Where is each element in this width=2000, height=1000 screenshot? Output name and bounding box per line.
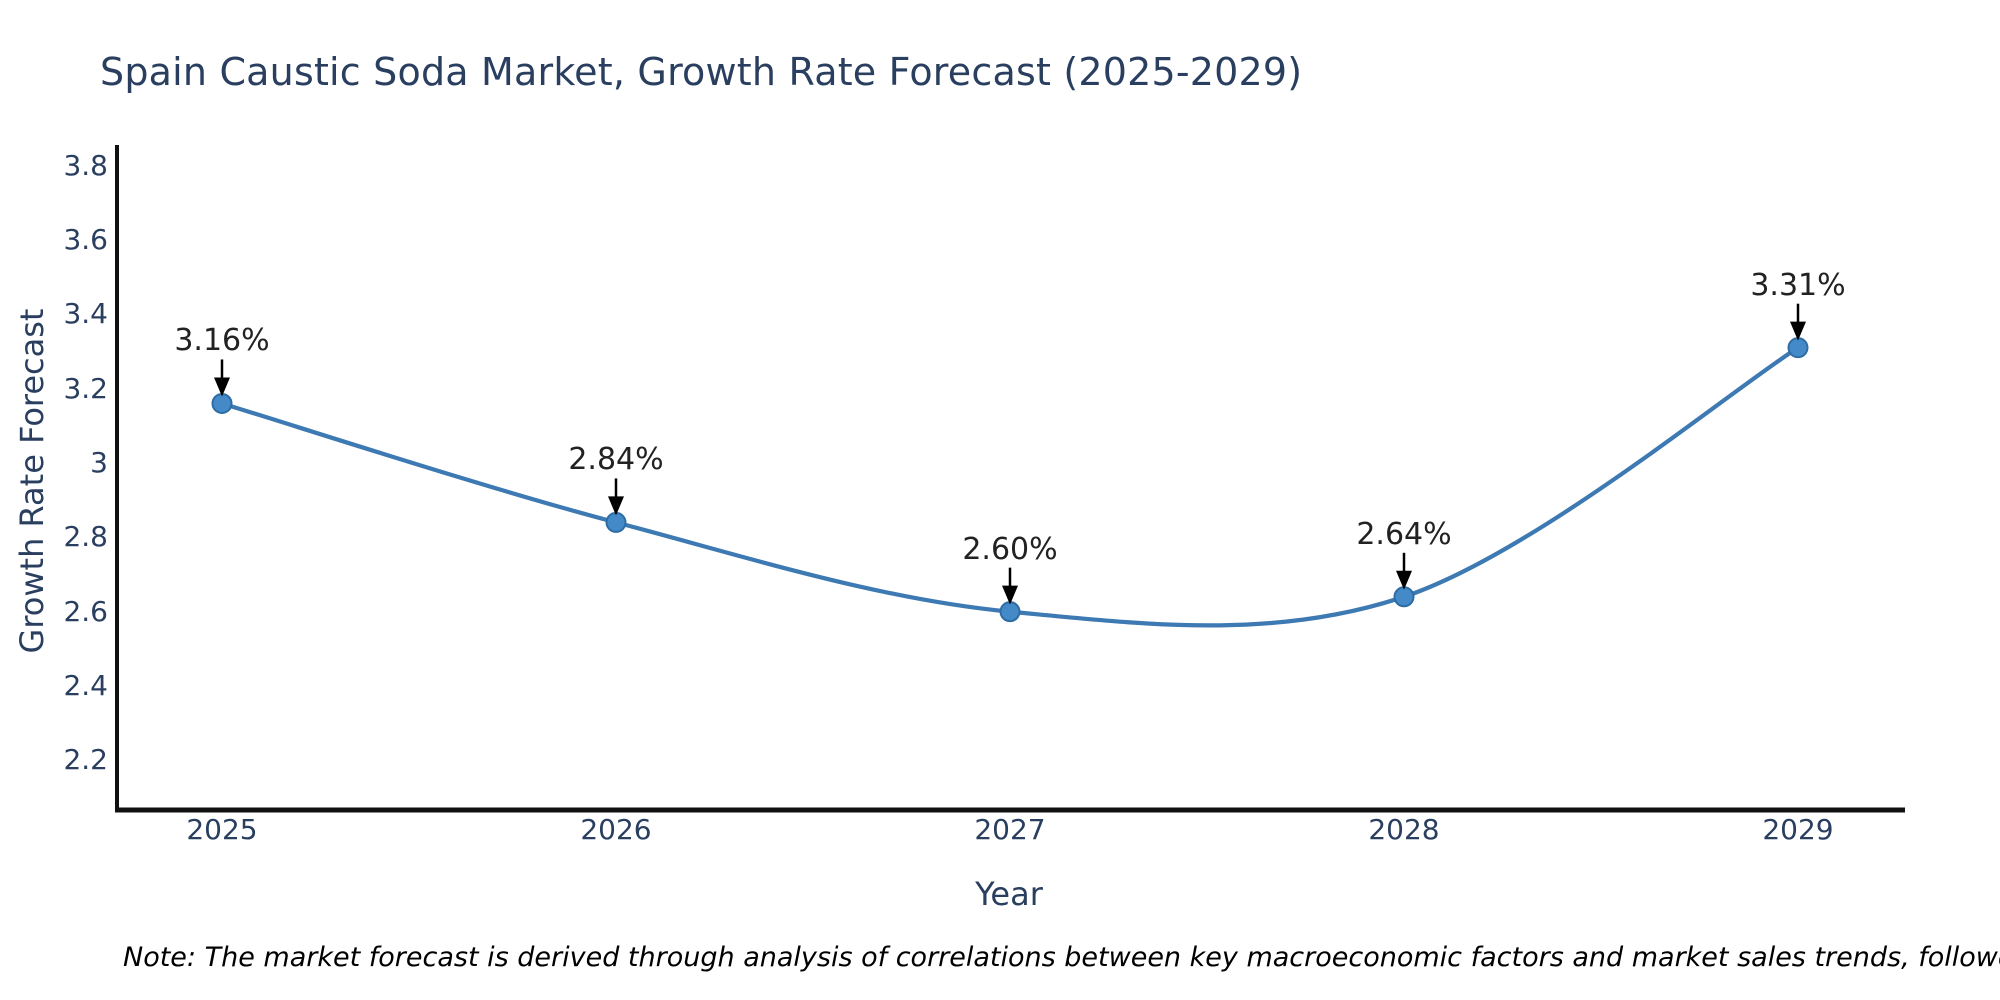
y-tick-label: 3.6 [63, 222, 108, 256]
y-tick-label: 3 [90, 445, 108, 479]
x-axis-title: Year [975, 875, 1043, 913]
y-tick-label: 3.4 [63, 297, 108, 331]
data-point-2026[interactable] [605, 511, 627, 533]
chart-title: Spain Caustic Soda Market, Growth Rate F… [100, 50, 1303, 94]
y-tick-label: 2.4 [63, 669, 108, 703]
y-tick-label: 2.8 [63, 520, 108, 554]
data-point-2027[interactable] [999, 601, 1021, 623]
x-tick-label: 2025 [186, 813, 258, 846]
x-tick-label: 2026 [580, 813, 652, 846]
x-tick-label: 2027 [974, 813, 1046, 846]
x-tick-label: 2029 [1762, 813, 1834, 846]
y-tick-label: 3.8 [63, 148, 108, 182]
annotation-label: 3.31% [1750, 267, 1846, 303]
annotation-label: 2.64% [1356, 516, 1452, 552]
annotation-arrowhead-icon [608, 496, 624, 516]
annotation-arrowhead-icon [1396, 570, 1412, 590]
y-tick-label: 2.6 [63, 594, 108, 628]
data-point-2025[interactable] [211, 392, 233, 414]
annotation-arrowhead-icon [1790, 321, 1806, 341]
annotation-arrowhead-icon [1002, 585, 1018, 605]
data-point-2029[interactable] [1787, 337, 1809, 359]
data-point-2028[interactable] [1393, 586, 1415, 608]
annotation-label: 3.16% [174, 323, 270, 359]
footnote: Note: The market forecast is derived thr… [123, 942, 2000, 973]
x-tick-label: 2028 [1368, 813, 1440, 846]
y-tick-label: 3.2 [63, 371, 108, 405]
y-tick-label: 2.2 [63, 743, 108, 777]
annotation-arrowhead-icon [214, 377, 230, 397]
annotation-label: 2.60% [962, 531, 1058, 567]
annotation-label: 2.84% [568, 442, 664, 478]
